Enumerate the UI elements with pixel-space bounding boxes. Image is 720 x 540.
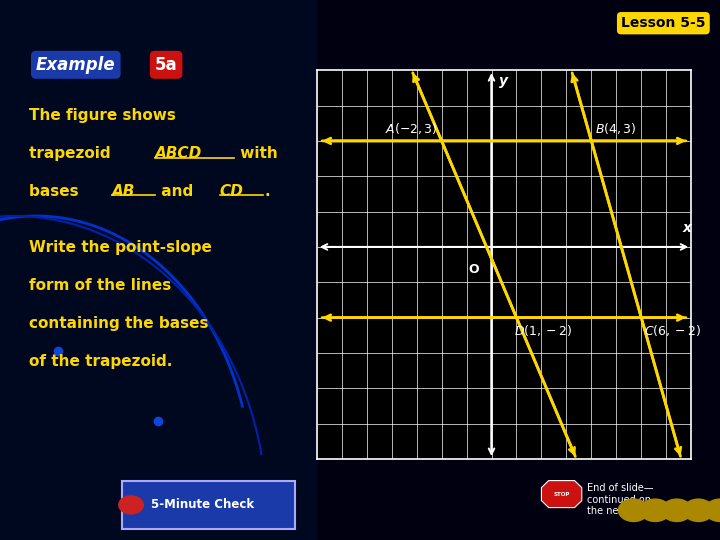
Text: with: with bbox=[235, 146, 278, 161]
Text: CD: CD bbox=[220, 184, 243, 199]
Text: form of the lines: form of the lines bbox=[29, 278, 171, 293]
Text: $A(-2, 3)$: $A(-2, 3)$ bbox=[385, 120, 438, 136]
Bar bbox=[0, 0, 317, 540]
Circle shape bbox=[639, 498, 671, 522]
Circle shape bbox=[618, 498, 649, 522]
Polygon shape bbox=[541, 481, 582, 508]
Text: The figure shows: The figure shows bbox=[29, 108, 176, 123]
Text: Lesson 5-5: Lesson 5-5 bbox=[621, 16, 706, 30]
Text: 5a: 5a bbox=[155, 56, 177, 74]
Text: y: y bbox=[499, 74, 508, 87]
Text: AB: AB bbox=[112, 184, 135, 199]
Circle shape bbox=[704, 498, 720, 522]
Circle shape bbox=[683, 498, 714, 522]
Text: $C(6, -2)$: $C(6, -2)$ bbox=[644, 323, 701, 338]
Text: Example: Example bbox=[36, 56, 116, 74]
Text: End of slide—
continued on
the next slide: End of slide— continued on the next slid… bbox=[587, 483, 654, 516]
Text: of the trapezoid.: of the trapezoid. bbox=[29, 354, 172, 369]
Text: containing the bases: containing the bases bbox=[29, 316, 208, 331]
Text: 5-Minute Check: 5-Minute Check bbox=[151, 498, 254, 511]
Text: and: and bbox=[156, 184, 199, 199]
Text: trapezoid: trapezoid bbox=[29, 146, 116, 161]
Text: ABCD: ABCD bbox=[155, 146, 202, 161]
Text: x: x bbox=[683, 220, 692, 234]
Text: bases: bases bbox=[29, 184, 84, 199]
Circle shape bbox=[118, 495, 144, 515]
Text: Write the point-slope: Write the point-slope bbox=[29, 240, 212, 255]
Text: .: . bbox=[264, 184, 270, 199]
Text: $D(1, -2)$: $D(1, -2)$ bbox=[514, 323, 572, 338]
Text: STOP: STOP bbox=[554, 491, 570, 497]
Bar bbox=[122, 481, 295, 529]
Text: O: O bbox=[469, 263, 479, 276]
Text: $B(4, 3)$: $B(4, 3)$ bbox=[595, 120, 636, 136]
Circle shape bbox=[661, 498, 693, 522]
